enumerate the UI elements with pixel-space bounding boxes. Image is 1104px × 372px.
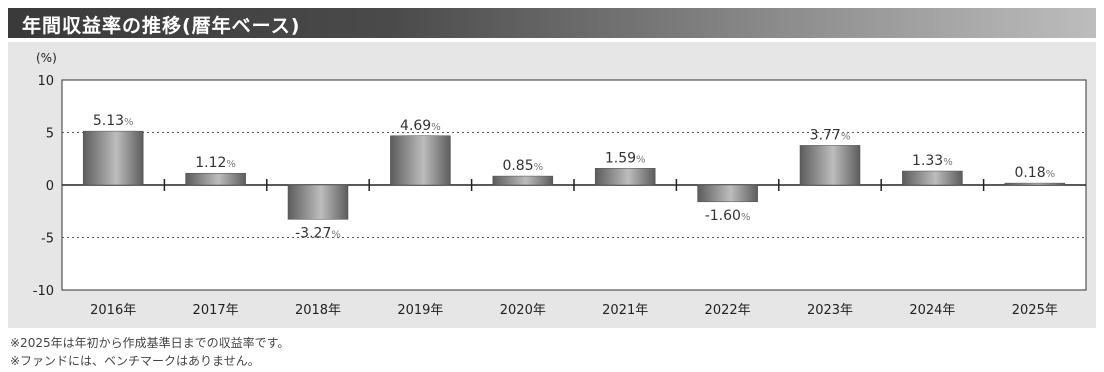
- y-axis-unit-label: (%): [36, 51, 57, 65]
- data-label: -3.27%: [295, 225, 341, 241]
- bar-2016年: [82, 130, 144, 186]
- data-label: 5.13%: [93, 113, 134, 129]
- chart-title: 年間収益率の推移(暦年ベース): [22, 15, 301, 37]
- x-tick-label: 2016年: [90, 303, 136, 318]
- bar-2018年: [287, 184, 349, 220]
- y-tick-label: 0: [46, 179, 54, 194]
- x-tick-label: 2019年: [397, 303, 443, 318]
- data-label: 1.33%: [912, 153, 953, 169]
- x-tick-label: 2018年: [295, 303, 341, 318]
- x-tick-label: 2021年: [602, 303, 648, 318]
- data-label: 0.85%: [502, 158, 543, 174]
- data-label: 1.59%: [605, 150, 646, 166]
- x-tick-label: 2020年: [500, 303, 546, 318]
- x-tick-label: 2022年: [705, 303, 751, 318]
- x-tick-label: 2024年: [909, 303, 955, 318]
- bar-2020年: [492, 175, 554, 186]
- bar-chart: (%) 10 5 0 -5 -10 5.13% 2016年 1.12% 2017年 -3.27% 20…: [33, 51, 1087, 318]
- bar-2021年: [594, 168, 656, 186]
- data-label: 3.77%: [810, 127, 851, 143]
- x-tick-label: 2025年: [1012, 303, 1058, 318]
- bar-2023年: [799, 145, 861, 186]
- bar-2017年: [185, 172, 246, 186]
- y-tick-label: 10: [37, 74, 54, 89]
- y-tick-label: -5: [41, 232, 54, 247]
- bar-2019年: [390, 135, 451, 186]
- x-tick-label: 2017年: [193, 303, 239, 318]
- chart-panel: (%) 10 5 0 -5 -10 5.13% 2016年 1.12% 2017年 -3.27% 20…: [8, 42, 1096, 328]
- y-tick-label: -10: [33, 284, 54, 299]
- data-label: 4.69%: [400, 118, 441, 134]
- bar-2024年: [902, 170, 963, 186]
- bar-2022年: [697, 184, 758, 203]
- data-label: 1.12%: [195, 155, 236, 171]
- bar-2025年: [1004, 182, 1066, 186]
- data-label: -1.60%: [705, 208, 751, 224]
- data-label: 0.18%: [1014, 165, 1055, 181]
- footnote-2: ※ファンドには、ベンチマークはありません。: [10, 354, 260, 368]
- y-tick-label: 5: [46, 127, 54, 142]
- chart-title-bar: 年間収益率の推移(暦年ベース): [8, 8, 1096, 38]
- footnote-1: ※2025年は年初から作成基準日までの収益率です。: [10, 336, 290, 350]
- x-tick-label: 2023年: [807, 303, 853, 318]
